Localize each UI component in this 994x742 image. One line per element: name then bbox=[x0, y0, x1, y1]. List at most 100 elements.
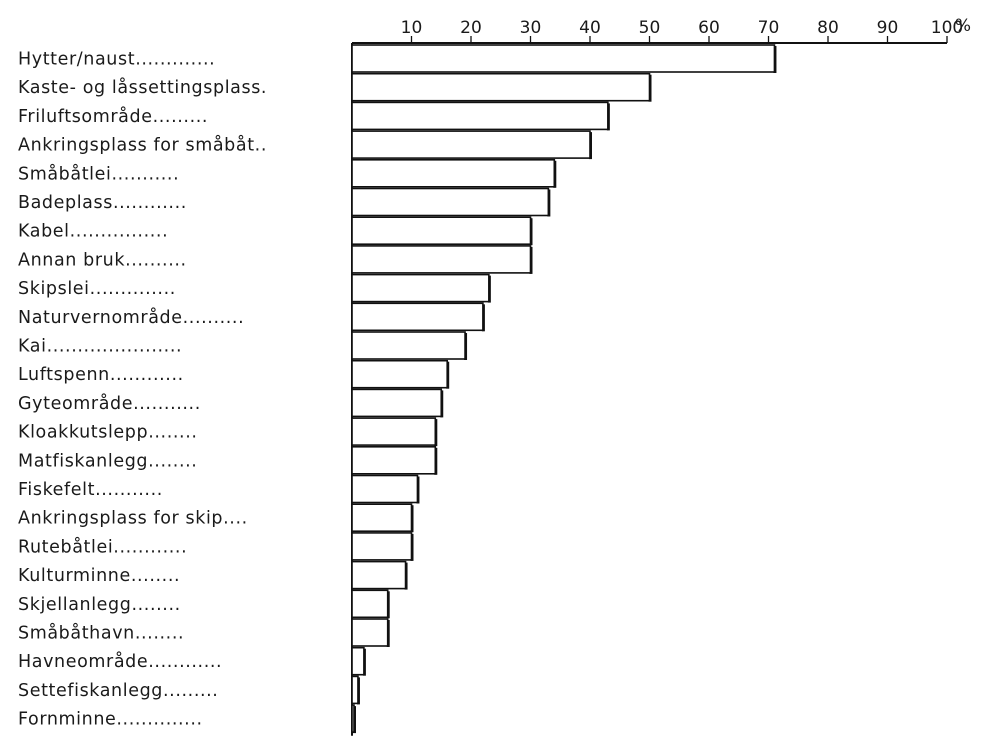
leader-dots: .......... bbox=[125, 250, 187, 270]
category-label: Kai...................... bbox=[18, 337, 182, 357]
leader-dots: . bbox=[261, 78, 267, 98]
leader-dots: ......... bbox=[153, 107, 208, 127]
category-name: Skipslei bbox=[18, 279, 90, 299]
leader-dots: ................ bbox=[70, 222, 169, 242]
category-label: Skjellanlegg........ bbox=[18, 595, 181, 615]
leader-dots: ........... bbox=[111, 164, 179, 184]
leader-dots: ............. bbox=[135, 50, 215, 70]
leader-dots: .............. bbox=[90, 279, 176, 299]
category-label: Settefiskanlegg......... bbox=[18, 681, 218, 701]
category-name: Ankringsplass for skip bbox=[18, 509, 223, 529]
category-label: Matfiskanlegg........ bbox=[18, 451, 197, 471]
category-label: Annan bruk.......... bbox=[18, 250, 187, 270]
category-name: Kai bbox=[18, 337, 47, 357]
category-name: Rutebåtlei bbox=[18, 536, 113, 557]
category-name: Kloakkutslepp bbox=[18, 423, 148, 443]
leader-dots: ........ bbox=[131, 595, 180, 615]
leader-dots: ........ bbox=[135, 624, 184, 644]
category-label: Naturvernområde.......... bbox=[18, 307, 244, 328]
category-name: Kaste- og låssettingsplass bbox=[18, 77, 261, 98]
bar bbox=[351, 159, 556, 188]
bar bbox=[351, 388, 443, 418]
category-label: Hytter/naust............. bbox=[18, 50, 215, 70]
category-name: Friluftsområde bbox=[18, 106, 153, 127]
category-label: Ankringsplass for småbåt.. bbox=[18, 135, 267, 156]
x-tick-label: 50 bbox=[639, 18, 661, 38]
leader-dots: ............ bbox=[148, 652, 222, 672]
leader-dots: ........ bbox=[148, 423, 197, 443]
category-label: Småbåtlei........... bbox=[18, 163, 179, 184]
category-name: Gyteområde bbox=[18, 393, 133, 414]
category-label: Kloakkutslepp........ bbox=[18, 423, 198, 443]
category-name: Hytter/naust bbox=[18, 50, 135, 70]
bar bbox=[351, 445, 437, 475]
category-label: Havneområde............ bbox=[18, 651, 222, 672]
category-label: Gyteområde........... bbox=[18, 393, 201, 414]
category-label: Fiskefelt........... bbox=[18, 480, 163, 500]
leader-dots: .............. bbox=[116, 710, 202, 730]
bar bbox=[351, 589, 389, 619]
bars bbox=[351, 44, 777, 734]
x-tick-label: 70 bbox=[758, 18, 780, 38]
bar bbox=[351, 302, 484, 332]
category-label: Badeplass............ bbox=[18, 193, 187, 213]
x-tick-label: 90 bbox=[877, 18, 899, 38]
bar bbox=[351, 44, 776, 73]
leader-dots: ...................... bbox=[47, 337, 183, 357]
category-name: Fornminne bbox=[18, 710, 116, 730]
category-label: Friluftsområde......... bbox=[18, 106, 208, 127]
category-label: Fornminne.............. bbox=[18, 710, 203, 730]
category-name: Kabel bbox=[18, 222, 70, 242]
bar bbox=[351, 704, 355, 733]
bar bbox=[351, 216, 532, 245]
x-tick-label: 100 bbox=[931, 18, 963, 38]
category-label: Luftspenn............ bbox=[18, 365, 184, 385]
category-name: Kulturminne bbox=[18, 566, 131, 586]
leader-dots: .......... bbox=[183, 308, 245, 328]
category-label: Ankringsplass for skip.... bbox=[18, 509, 248, 529]
bar bbox=[351, 532, 413, 561]
bar bbox=[351, 474, 419, 504]
category-name: Badeplass bbox=[18, 193, 113, 213]
leader-dots: .. bbox=[255, 136, 267, 156]
category-name: Skjellanlegg bbox=[18, 595, 131, 615]
x-tick-label: 30 bbox=[520, 18, 542, 38]
bar bbox=[351, 675, 359, 705]
bar bbox=[351, 560, 407, 590]
category-label: Kabel................ bbox=[18, 222, 168, 242]
leader-dots: ............ bbox=[110, 365, 184, 385]
category-name: Havneområde bbox=[18, 651, 148, 672]
leader-dots: ........... bbox=[133, 394, 201, 414]
category-label: Kulturminne........ bbox=[18, 566, 180, 586]
category-name: Matfiskanlegg bbox=[18, 451, 148, 471]
x-tick-label: 10 bbox=[401, 18, 423, 38]
category-name: Luftspenn bbox=[18, 365, 110, 385]
leader-dots: ......... bbox=[163, 681, 218, 701]
bar bbox=[351, 101, 609, 131]
category-name: Ankringsplass for småbåt bbox=[18, 135, 255, 156]
bar bbox=[351, 646, 365, 676]
category-label: Rutebåtlei............ bbox=[18, 536, 187, 557]
bar bbox=[351, 72, 651, 102]
x-tick-label: 60 bbox=[698, 18, 720, 38]
category-name: Annan bruk bbox=[18, 250, 125, 270]
leader-dots: ........... bbox=[95, 480, 163, 500]
category-name: Settefiskanlegg bbox=[18, 681, 163, 701]
bar bbox=[351, 130, 591, 159]
bar bbox=[351, 359, 448, 389]
category-name: Naturvernområde bbox=[18, 307, 183, 328]
category-labels: Hytter/naust.............Kaste- og låsse… bbox=[18, 50, 267, 730]
leader-dots: ........ bbox=[148, 451, 197, 471]
category-name: Fiskefelt bbox=[18, 480, 95, 500]
x-axis-unit: % bbox=[955, 16, 971, 36]
bar bbox=[351, 417, 437, 446]
bar bbox=[351, 273, 490, 303]
x-tick-label: 80 bbox=[817, 18, 839, 38]
category-label: Småbåthavn........ bbox=[18, 623, 184, 644]
bar bbox=[351, 331, 466, 360]
bar bbox=[351, 618, 389, 647]
bar bbox=[351, 245, 532, 274]
category-label: Kaste- og låssettingsplass. bbox=[18, 77, 267, 98]
category-name: Småbåtlei bbox=[18, 163, 111, 184]
